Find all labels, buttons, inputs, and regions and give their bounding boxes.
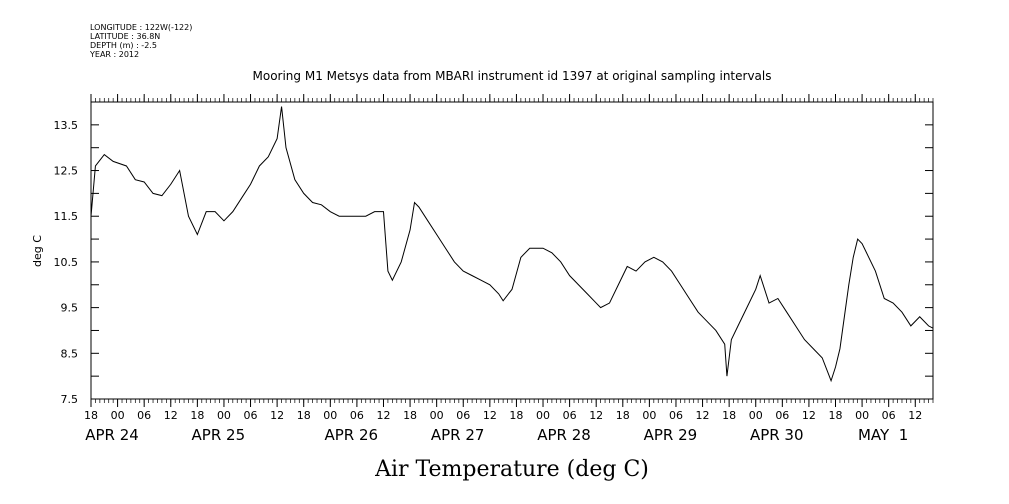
x-tick-label: 00 [749, 409, 763, 422]
x-tick-label: 12 [802, 409, 816, 422]
y-tick-label: 9.5 [61, 302, 79, 315]
meta-latitude: LATITUDE : 36.8N [90, 32, 160, 41]
x-tick-label: 12 [483, 409, 497, 422]
y-tick-label: 11.5 [54, 210, 79, 223]
x-tick-label: 18 [829, 409, 843, 422]
x-tick-label: 12 [908, 409, 922, 422]
x-tick-label: 06 [137, 409, 151, 422]
x-tick-label: 06 [563, 409, 577, 422]
x-tick-label: 06 [350, 409, 364, 422]
x-tick-label: 12 [270, 409, 284, 422]
x-tick-label: 12 [696, 409, 710, 422]
x-tick-label: 18 [616, 409, 630, 422]
y-axis-label: deg C [31, 235, 44, 267]
x-tick-label: 00 [855, 409, 869, 422]
x-tick-label: 12 [164, 409, 178, 422]
plot-frame [90, 101, 934, 400]
x-date-label: APR 30 [750, 426, 804, 444]
y-tick-label: 13.5 [54, 119, 79, 132]
metadata-block: LONGITUDE : 122W(-122) LATITUDE : 36.8N … [89, 23, 192, 59]
meta-longitude: LONGITUDE : 122W(-122) [90, 23, 192, 32]
x-axis-hour-labels: 18 00 06 12 18 00 06 12 18 00 06 12 18 00 06 12 18 00 06 12… [84, 409, 922, 422]
x-date-label: APR 25 [192, 426, 246, 444]
x-date-label: APR 29 [644, 426, 698, 444]
y-tick-label: 7.5 [61, 393, 79, 406]
x-tick-label: 12 [589, 409, 603, 422]
x-tick-label: 06 [456, 409, 470, 422]
x-tick-label: 18 [722, 409, 736, 422]
x-tick-label: 00 [111, 409, 125, 422]
x-tick-label: 18 [297, 409, 311, 422]
x-date-label: APR 24 [85, 426, 139, 444]
x-tick-label: 00 [642, 409, 656, 422]
x-tick-label: 06 [669, 409, 683, 422]
x-tick-label: 18 [190, 409, 204, 422]
x-axis-label: Air Temperature (deg C) [374, 457, 649, 482]
y-tick-label: 10.5 [54, 256, 79, 269]
x-date-label: APR 28 [537, 426, 591, 444]
major-ticks [90, 94, 916, 407]
x-tick-label: 00 [217, 409, 231, 422]
y-axis: 7.5 8.5 9.5 10.5 11.5 12.5 13.5 [54, 101, 933, 406]
x-tick-label: 00 [536, 409, 550, 422]
x-date-label: APR 26 [325, 426, 379, 444]
x-date-label: MAY 1 [858, 426, 908, 444]
chart-title: Mooring M1 Metsys data from MBARI instru… [253, 69, 772, 83]
x-tick-label: 06 [244, 409, 258, 422]
x-date-label: APR 27 [431, 426, 485, 444]
y-tick-label: 12.5 [54, 165, 79, 178]
meta-year: YEAR : 2012 [89, 50, 139, 59]
series-line-air-temperature [90, 106, 934, 383]
x-tick-label: 00 [430, 409, 444, 422]
minor-ticks [90, 98, 934, 403]
x-tick-label: 18 [403, 409, 417, 422]
x-tick-label: 18 [84, 409, 98, 422]
x-axis-date-labels: APR 24 APR 25 APR 26 APR 27 APR 28 APR 29 APR … [85, 426, 908, 444]
y-tick-label: 8.5 [61, 347, 79, 360]
x-tick-label: 12 [376, 409, 390, 422]
x-tick-label: 18 [509, 409, 523, 422]
meta-depth: DEPTH (m) : -2.5 [90, 41, 157, 50]
x-tick-label: 00 [323, 409, 337, 422]
x-tick-label: 06 [882, 409, 896, 422]
x-tick-label: 06 [775, 409, 789, 422]
